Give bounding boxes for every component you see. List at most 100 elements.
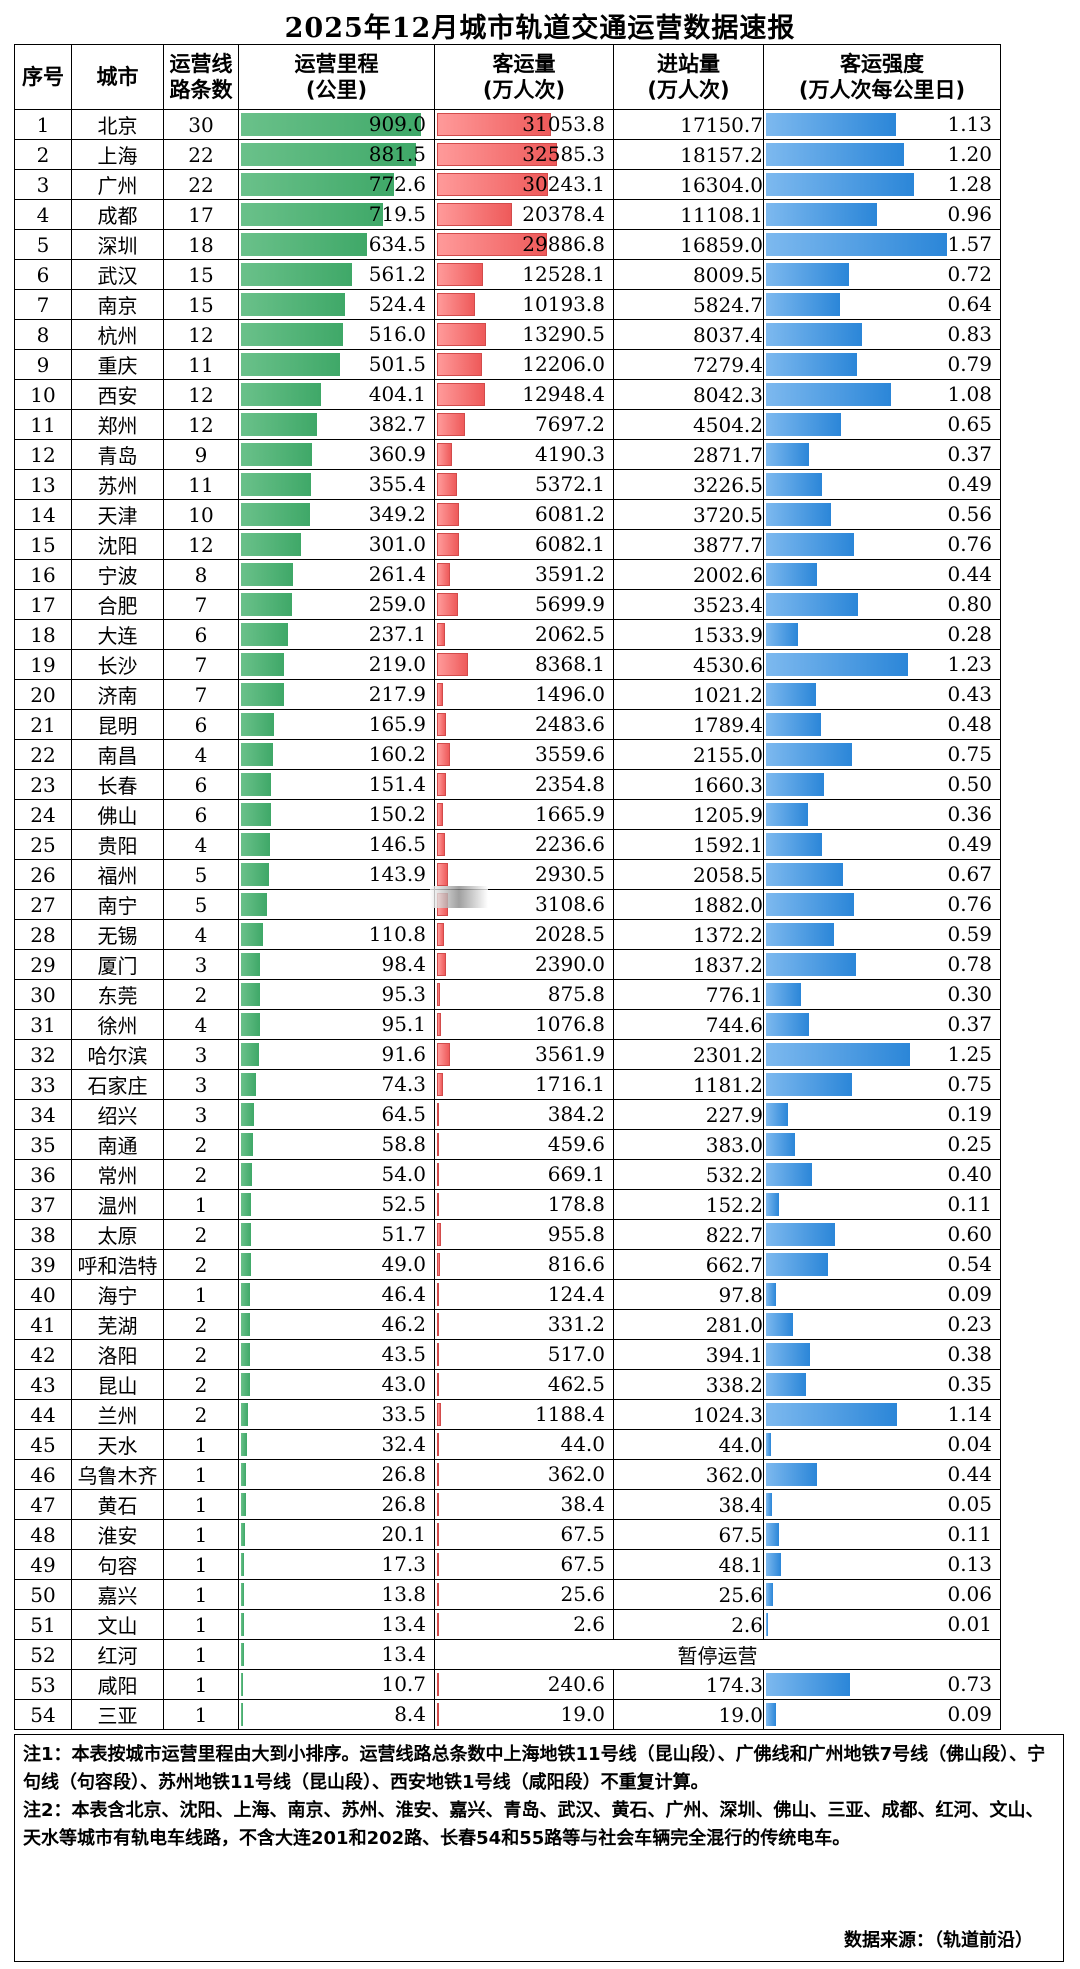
ridership-cell: 2354.8: [434, 769, 614, 800]
entries-cell: 16859.0: [613, 229, 764, 260]
intensity-cell: 0.04: [763, 1429, 1001, 1460]
ridership-cell: 2.6: [434, 1609, 614, 1640]
intensity-cell-bar: [766, 143, 904, 166]
entries-cell: 19.0: [613, 1699, 764, 1730]
intensity-cell: 1.08: [763, 379, 1001, 410]
row-lines: 18: [163, 229, 239, 260]
ridership-cell: 669.1: [434, 1159, 614, 1190]
entries-cell: 18157.2: [613, 139, 764, 170]
ridership-cell: 1496.0: [434, 679, 614, 710]
mileage-cell: 13.4: [238, 1639, 435, 1670]
intensity-cell: 0.28: [763, 619, 1001, 650]
mileage-cell-value: 501.5: [368, 352, 426, 376]
intensity-cell-bar: [766, 1673, 850, 1696]
intensity-cell-value: 0.09: [947, 1702, 992, 1726]
ridership-cell-value: 178.8: [547, 1192, 605, 1216]
row-index: 11: [14, 409, 72, 440]
row-lines: 4: [163, 1009, 239, 1040]
row-lines: 15: [163, 259, 239, 290]
ridership-cell-value: 2390.0: [535, 952, 605, 976]
entries-cell: 1205.9: [613, 799, 764, 830]
mileage-cell-bar: [241, 293, 345, 316]
row-index: 27: [14, 889, 72, 920]
intensity-cell-bar: [766, 1613, 768, 1636]
row-lines: 1: [163, 1639, 239, 1670]
intensity-cell-bar: [766, 443, 809, 466]
mileage-cell-bar: [241, 743, 273, 766]
mileage-cell: 49.0: [238, 1249, 435, 1280]
ridership-cell-bar: [437, 1613, 439, 1636]
row-lines: 2: [163, 1369, 239, 1400]
mileage-cell-bar: [241, 623, 288, 646]
ridership-cell-bar: [437, 1073, 443, 1096]
ridership-cell-value: 5372.1: [535, 472, 605, 496]
ridership-cell-bar: [437, 983, 440, 1006]
row-index: 24: [14, 799, 72, 830]
row-index: 23: [14, 769, 72, 800]
ridership-cell: 331.2: [434, 1309, 614, 1340]
table-row: 20 济南 7 217.9 1496.0 1021.2 0.43: [14, 679, 1001, 710]
table-row: 36 常州 2 54.0 669.1 532.2 0.40: [14, 1159, 1001, 1190]
ridership-cell-value: 30243.1: [522, 172, 605, 196]
entries-cell: 25.6: [613, 1579, 764, 1610]
ridership-cell-value: 955.8: [547, 1222, 605, 1246]
row-city: 三亚: [71, 1699, 164, 1730]
intensity-cell-value: 0.65: [947, 412, 992, 436]
ridership-cell-bar: [437, 1313, 439, 1336]
table-row: 4 成都 17 719.5 20378.4 11108.1 0.96: [14, 199, 1001, 230]
ridership-cell: 31053.8: [434, 109, 614, 140]
entries-cell: 383.0: [613, 1129, 764, 1160]
intensity-cell-bar: [766, 1433, 771, 1456]
row-index: 45: [14, 1429, 72, 1460]
entries-cell: 8009.5: [613, 259, 764, 290]
row-index: 8: [14, 319, 72, 350]
row-city: 温州: [71, 1189, 164, 1220]
ridership-cell-value: 29886.8: [522, 232, 605, 256]
table-row: 22 南昌 4 160.2 3559.6 2155.0 0.75: [14, 739, 1001, 770]
mileage-cell-bar: [241, 1103, 254, 1126]
row-index: 14: [14, 499, 72, 530]
intensity-cell-value: 1.57: [947, 232, 992, 256]
row-lines: 2: [163, 979, 239, 1010]
mileage-cell-value: 237.1: [368, 622, 426, 646]
mileage-cell: 95.1: [238, 1009, 435, 1040]
mileage-cell: 58.8: [238, 1129, 435, 1160]
mileage-cell-value: 217.9: [368, 682, 426, 706]
row-lines: 3: [163, 1069, 239, 1100]
intensity-cell-value: 0.83: [947, 322, 992, 346]
mileage-cell: 301.0: [238, 529, 435, 560]
row-index: 17: [14, 589, 72, 620]
row-index: 19: [14, 649, 72, 680]
ridership-cell-bar: [437, 1343, 439, 1366]
row-city: 昆山: [71, 1369, 164, 1400]
intensity-cell-bar: [766, 473, 822, 496]
row-city: 武汉: [71, 259, 164, 290]
entries-cell: 97.8: [613, 1279, 764, 1310]
row-city: 嘉兴: [71, 1579, 164, 1610]
mileage-cell-value: 58.8: [381, 1132, 426, 1156]
ridership-cell: 2390.0: [434, 949, 614, 980]
row-city: 哈尔滨: [71, 1039, 164, 1070]
intensity-cell-bar: [766, 1583, 773, 1606]
ridership-cell: 178.8: [434, 1189, 614, 1220]
intensity-cell: 1.25: [763, 1039, 1001, 1070]
row-lines: 22: [163, 169, 239, 200]
intensity-cell-bar: [766, 953, 856, 976]
entries-cell: 776.1: [613, 979, 764, 1010]
mileage-cell-value: 634.5: [368, 232, 426, 256]
ridership-cell: 2483.6: [434, 709, 614, 740]
entries-cell: 1837.2: [613, 949, 764, 980]
row-city: 上海: [71, 139, 164, 170]
ridership-cell-value: 2930.5: [535, 862, 605, 886]
ridership-cell: 5372.1: [434, 469, 614, 500]
intensity-cell-bar: [766, 1493, 772, 1516]
row-lines: 3: [163, 1099, 239, 1130]
ridership-cell-bar: [437, 413, 465, 436]
report-title: 2025年12月城市轨道交通运营数据速报: [284, 13, 796, 44]
intensity-cell: 0.23: [763, 1309, 1001, 1340]
intensity-cell-value: 0.67: [947, 862, 992, 886]
row-city: 淮安: [71, 1519, 164, 1550]
row-city: 徐州: [71, 1009, 164, 1040]
row-index: 43: [14, 1369, 72, 1400]
mileage-cell-bar: [241, 143, 416, 166]
